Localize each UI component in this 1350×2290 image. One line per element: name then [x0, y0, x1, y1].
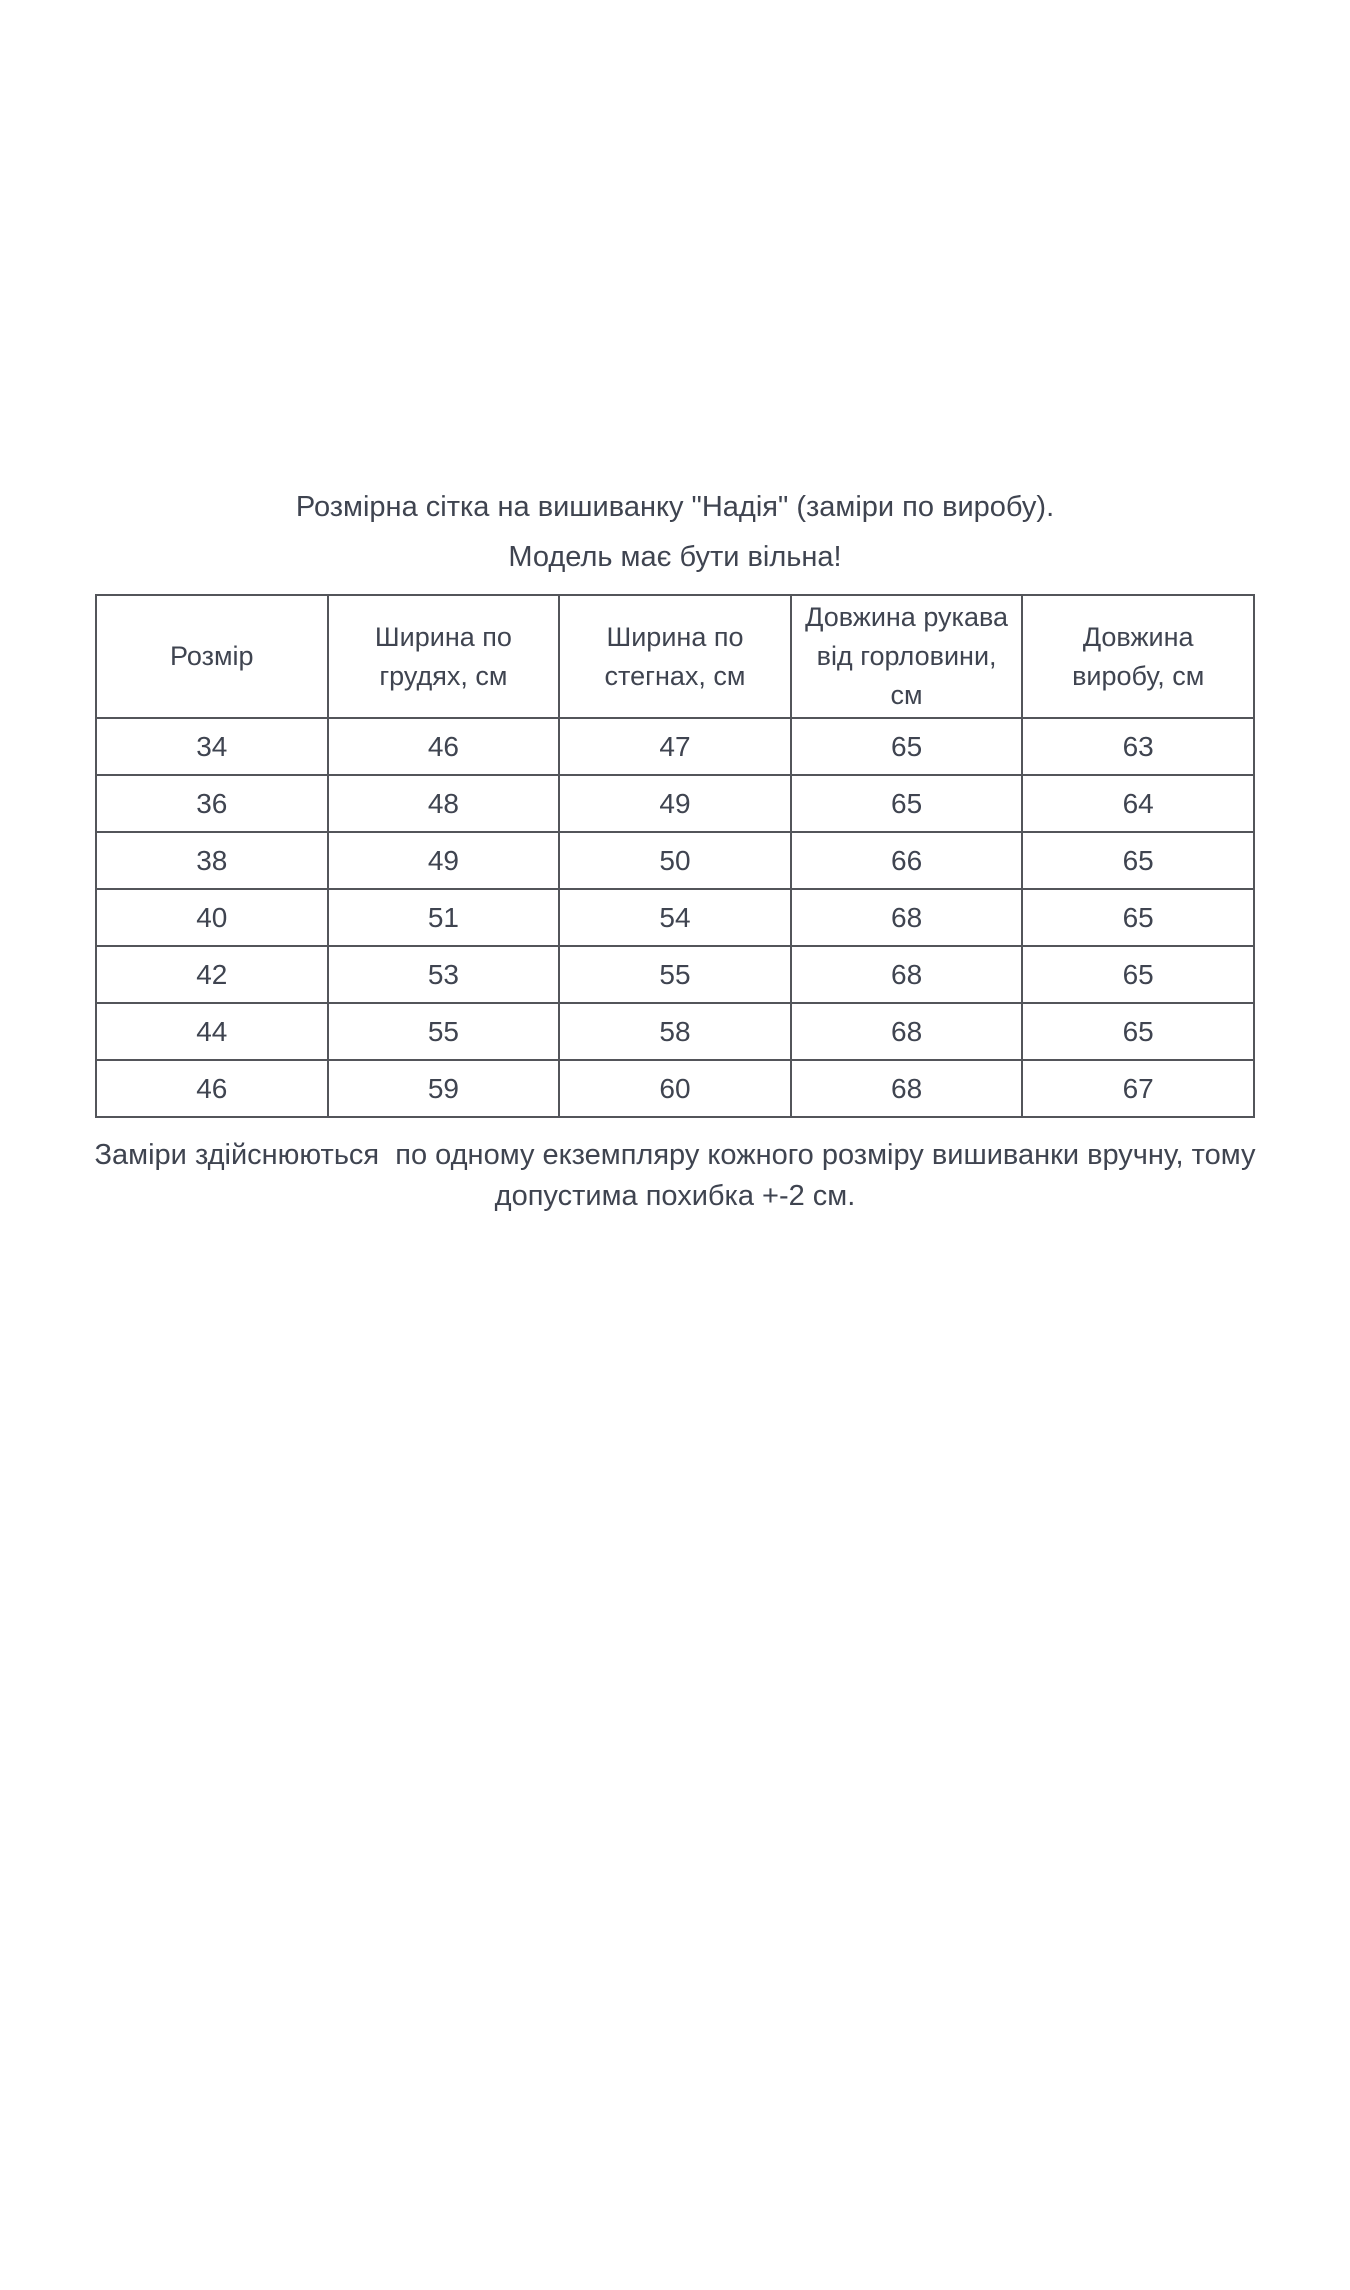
cell-length: 63: [1021, 717, 1255, 776]
size-table-body: 34 46 47 65 63 36 48 49 65 64 38 49 50 6…: [95, 717, 1255, 1118]
cell-hips: 55: [558, 945, 792, 1004]
cell-hips: 54: [558, 888, 792, 947]
cell-chest: 51: [326, 888, 561, 947]
header-cell-sleeve-length: Довжина рукава від горловини, см: [789, 594, 1024, 719]
cell-hips: 60: [558, 1059, 792, 1118]
cell-length: 65: [1021, 888, 1255, 947]
cell-sleeve: 65: [789, 717, 1024, 776]
cell-chest: 46: [326, 717, 561, 776]
cell-size: 40: [95, 888, 329, 947]
cell-length: 67: [1021, 1059, 1255, 1118]
cell-hips: 49: [558, 774, 792, 833]
size-chart-document: Розмірна сітка на вишиванку "Надія" (зам…: [0, 490, 1350, 1217]
cell-chest: 53: [326, 945, 561, 1004]
cell-size: 34: [95, 717, 329, 776]
header-cell-size: Розмір: [95, 594, 329, 719]
footer-note: Заміри здійснюються по одному екземпляру…: [94, 1139, 1256, 1212]
size-table: Розмір Ширина по грудях, см Ширина по ст…: [95, 594, 1255, 1118]
cell-chest: 48: [326, 774, 561, 833]
cell-chest: 49: [326, 831, 561, 890]
cell-size: 36: [95, 774, 329, 833]
cell-size: 46: [95, 1059, 329, 1118]
header-cell-hip-width: Ширина по стегнах, см: [558, 594, 792, 719]
cell-length: 65: [1021, 831, 1255, 890]
table-row: 34 46 47 65 63: [95, 717, 1255, 776]
page-subtitle: Модель має бути вільна!: [508, 541, 842, 573]
table-row: 44 55 58 68 65: [95, 1002, 1255, 1061]
cell-length: 64: [1021, 774, 1255, 833]
cell-sleeve: 66: [789, 831, 1024, 890]
size-table-header: Розмір Ширина по грудях, см Ширина по ст…: [95, 594, 1255, 719]
cell-sleeve: 68: [789, 888, 1024, 947]
cell-chest: 55: [326, 1002, 561, 1061]
cell-size: 42: [95, 945, 329, 1004]
cell-sleeve: 68: [789, 945, 1024, 1004]
cell-sleeve: 68: [789, 1002, 1024, 1061]
header-row: Розмір Ширина по грудях, см Ширина по ст…: [95, 594, 1255, 719]
cell-length: 65: [1021, 1002, 1255, 1061]
table-row: 46 59 60 68 67: [95, 1059, 1255, 1118]
table-row: 38 49 50 66 65: [95, 831, 1255, 890]
header-cell-garment-length: Довжина виробу, см: [1021, 594, 1255, 719]
header-cell-chest-width: Ширина по грудях, см: [326, 594, 561, 719]
cell-size: 44: [95, 1002, 329, 1061]
cell-sleeve: 68: [789, 1059, 1024, 1118]
cell-hips: 47: [558, 717, 792, 776]
cell-hips: 50: [558, 831, 792, 890]
cell-length: 65: [1021, 945, 1255, 1004]
cell-chest: 59: [326, 1059, 561, 1118]
table-row: 40 51 54 68 65: [95, 888, 1255, 947]
table-row: 36 48 49 65 64: [95, 774, 1255, 833]
cell-sleeve: 65: [789, 774, 1024, 833]
table-row: 42 53 55 68 65: [95, 945, 1255, 1004]
cell-hips: 58: [558, 1002, 792, 1061]
cell-size: 38: [95, 831, 329, 890]
page-title: Розмірна сітка на вишиванку "Надія" (зам…: [295, 491, 1055, 523]
